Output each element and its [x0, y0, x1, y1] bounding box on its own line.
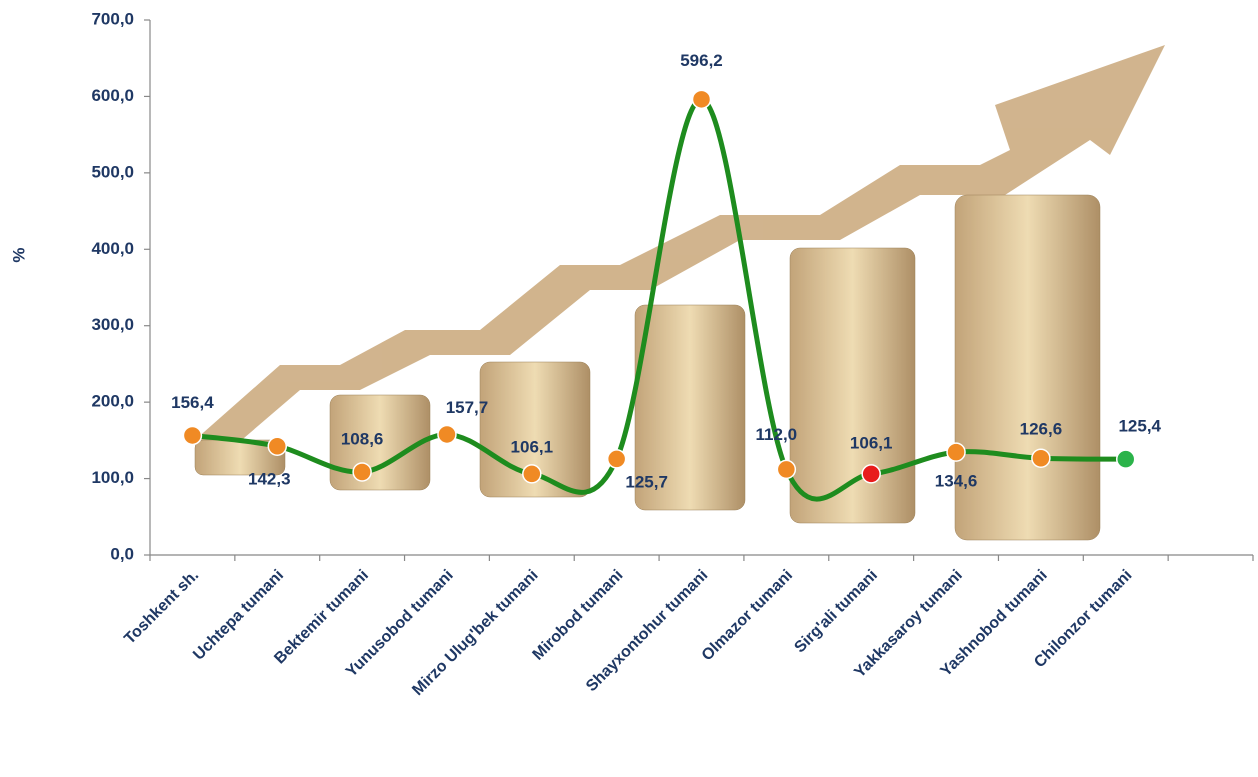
value-label: 125,4 [1118, 417, 1161, 436]
value-label: 157,7 [446, 398, 489, 417]
value-label: 125,7 [625, 472, 668, 491]
x-tick-label: Uchtepa tumani [190, 567, 287, 664]
value-label: 142,3 [248, 470, 291, 489]
value-label: 156,4 [171, 393, 214, 412]
value-label: 134,6 [935, 472, 978, 491]
y-tick-label: 0,0 [110, 544, 134, 563]
y-tick-label: 500,0 [91, 162, 134, 181]
trend-arrow [195, 45, 1165, 450]
decoration [194, 45, 1165, 541]
y-tick-label: 200,0 [91, 392, 134, 411]
y-tick-label: 300,0 [91, 315, 134, 334]
x-tick-label: Sirg'ali tumani [791, 567, 881, 657]
x-tick-label: Olmazor tumani [699, 567, 797, 665]
value-label: 106,1 [850, 433, 893, 452]
point [182, 425, 203, 446]
x-tick-label: Toshkent sh. [121, 567, 202, 648]
x-tick-label: Mirobod tumani [530, 567, 627, 664]
value-label: 126,6 [1020, 420, 1063, 439]
value-label: 106,1 [511, 437, 554, 456]
y-tick-label: 100,0 [91, 468, 134, 487]
point [691, 89, 712, 110]
value-label: 112,0 [756, 425, 798, 444]
y-axis-label: % [9, 247, 28, 262]
point [861, 464, 881, 484]
x-tick-label: Bektemir tumani [271, 567, 372, 668]
point [1031, 448, 1051, 468]
coin-stack [789, 247, 916, 524]
point [437, 424, 457, 445]
value-label: 108,6 [341, 429, 384, 448]
point [267, 436, 288, 456]
y-tick-label: 700,0 [91, 9, 134, 28]
value-label: 596,2 [680, 51, 723, 70]
point [522, 464, 542, 484]
point [1115, 449, 1136, 469]
y-tick-label: 400,0 [91, 239, 134, 258]
point [352, 462, 372, 482]
line [189, 96, 1129, 502]
point [606, 449, 627, 469]
point [946, 442, 966, 462]
point [776, 459, 797, 480]
coin-stack [634, 304, 746, 511]
y-tick-label: 600,0 [91, 86, 134, 105]
